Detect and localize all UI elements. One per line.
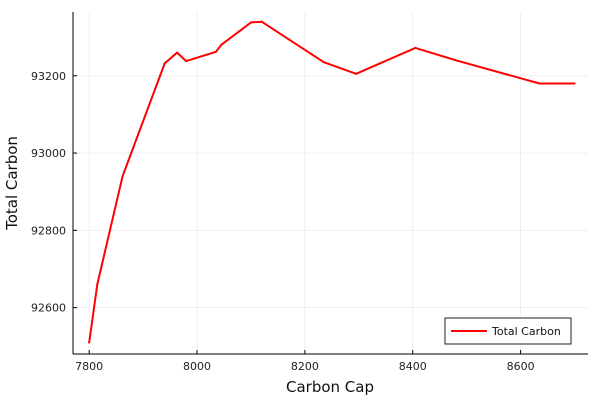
x-tick-label: 8600 [507, 360, 535, 373]
data-point [220, 43, 223, 46]
x-tick-label: 8200 [291, 360, 319, 373]
y-tick-label: 93200 [31, 70, 66, 83]
series [88, 20, 576, 344]
x-tick-label: 7800 [75, 360, 103, 373]
data-point [185, 60, 188, 63]
grid [73, 12, 588, 354]
series-line-total-carbon [88, 20, 576, 344]
axes [72, 12, 588, 355]
data-point [163, 62, 166, 65]
data-point [121, 175, 124, 178]
ticks: 7800 8000 8200 8400 8600 92600 92800 93000 93200 [31, 70, 535, 373]
y-tick-label: 92800 [31, 224, 66, 237]
data-point [322, 61, 325, 64]
data-point [176, 51, 179, 54]
data-point [96, 283, 99, 286]
data-point [414, 46, 417, 49]
y-tick-label: 92600 [31, 302, 66, 315]
data-point [88, 341, 91, 344]
legend: Total Carbon [444, 317, 572, 345]
y-tick-label: 93000 [31, 147, 66, 160]
legend-label: Total Carbon [491, 325, 561, 338]
x-tick-label: 8000 [183, 360, 211, 373]
y-axis-label: Total Carbon [3, 136, 21, 231]
data-point [538, 82, 541, 85]
x-axis-label: Carbon Cap [286, 378, 374, 396]
data-point [214, 50, 217, 53]
x-tick-label: 8400 [399, 360, 427, 373]
data-point [260, 20, 263, 23]
data-point [355, 72, 358, 75]
data-point [454, 59, 457, 62]
data-point [573, 82, 576, 85]
data-point [250, 21, 252, 24]
